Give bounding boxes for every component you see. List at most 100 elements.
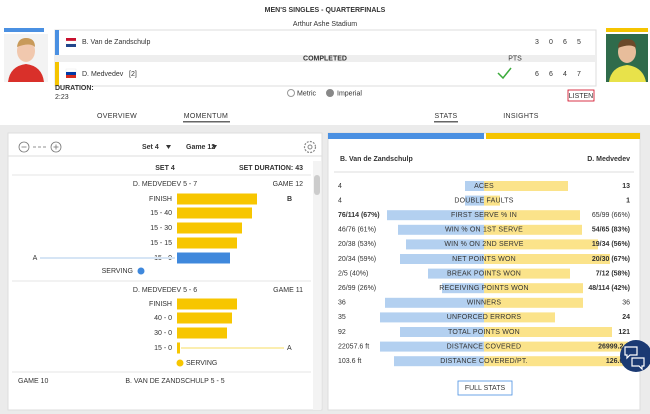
listen-button[interactable] [567, 89, 595, 102]
listen-label[interactable]: LISTEN [569, 93, 594, 100]
momentum-bar [177, 193, 257, 205]
pts-label: PTS [508, 55, 522, 62]
stat-label: DISTANCE COVERED [447, 343, 522, 350]
set-select[interactable]: Set 4 [142, 144, 159, 151]
stat-label: BREAK POINTS WON [447, 270, 521, 277]
stat-right: 7/12 (58%) [596, 270, 630, 277]
stat-bar-left [428, 268, 484, 279]
point-marker: B [287, 196, 292, 203]
momentum-bar [177, 237, 237, 249]
stat-right: 48/114 (42%) [588, 285, 630, 292]
game-title: D. MEDVEDEV 5 - 7 [133, 181, 197, 188]
momentum-panel [7, 132, 323, 411]
player-accent [55, 30, 59, 55]
stat-bar-right [484, 283, 583, 294]
point-score: 15 - 30 [150, 225, 172, 232]
page-title: MEN'S SINGLES - QUARTERFINALS [265, 7, 386, 14]
point-score: 15 - 0 [154, 345, 172, 352]
stat-right: 1 [626, 197, 630, 204]
stat-right: 36 [622, 300, 630, 307]
stat-bar-left [398, 224, 484, 235]
player-photo [4, 34, 48, 82]
stat-label: RECEIVING POINTS WON [439, 285, 529, 292]
stat-left: 35 [338, 314, 346, 321]
dropdown-arrow[interactable] [212, 145, 217, 149]
game-select[interactable]: Game 12 [186, 144, 215, 151]
unit-option[interactable]: Imperial [337, 90, 362, 97]
stat-right: 54/65 (83%) [592, 227, 630, 234]
full-stats-label[interactable]: FULL STATS [465, 385, 506, 392]
stat-label: DISTANCE COVERED/PT. [440, 358, 528, 365]
stat-bar-left [380, 312, 484, 323]
duration-value: 2:23 [55, 94, 69, 101]
stat-left: 103.6 ft [338, 358, 361, 365]
point-score: FINISH [149, 196, 172, 203]
chat-icon [624, 346, 645, 371]
set-score: 6 [563, 39, 567, 46]
player-color-bar [328, 133, 484, 139]
zoom-controls[interactable] [18, 141, 62, 153]
game-number: GAME 11 [273, 287, 303, 294]
stat-bar-left [465, 181, 484, 191]
tab[interactable]: MOMENTUM [184, 113, 228, 120]
stat-label: WIN % ON 2ND SERVE [444, 241, 523, 248]
stat-bar-right [484, 210, 580, 221]
stat-left: 2/5 (40%) [338, 270, 368, 277]
point-score: 30 - 0 [154, 330, 172, 337]
player-name: D. Medvedev [82, 71, 124, 78]
scoreboard-strip [55, 55, 596, 62]
stat-right: 19/34 (56%) [592, 241, 630, 248]
point-marker: A [287, 345, 292, 352]
point-score: 15 - 40 [150, 210, 172, 217]
player-photo [606, 34, 648, 82]
stat-bar-right [484, 254, 610, 264]
radio-imperial[interactable] [326, 89, 334, 97]
stat-bar-left [400, 254, 484, 264]
point-score: FINISH [149, 301, 172, 308]
stat-left: 4 [338, 183, 342, 190]
point-score: 15 - 15 [150, 240, 172, 247]
stats-player: D. Medvedev [587, 156, 630, 163]
radio-metric[interactable] [287, 89, 295, 97]
stat-label: FIRST SERVE % IN [451, 212, 517, 219]
serving-label: SERVING [102, 268, 133, 275]
stat-right: 26999.2 ft [598, 343, 631, 350]
chat-button[interactable] [620, 340, 650, 372]
stat-left: 4 [338, 197, 342, 204]
tab[interactable]: STATS [434, 113, 457, 120]
set-score: 3 [535, 39, 539, 46]
player-accent [55, 62, 59, 86]
tab[interactable]: INSIGHTS [503, 113, 538, 120]
stat-left: 36 [338, 300, 346, 307]
momentum-bar [177, 298, 237, 310]
stat-bar-left [380, 341, 484, 352]
stat-bar-right [484, 327, 612, 337]
stat-bar-left [387, 210, 484, 221]
scrollbar[interactable] [313, 161, 321, 410]
stat-right: 24 [622, 314, 630, 321]
stat-bar-right [484, 312, 555, 323]
tab[interactable]: OVERVIEW [97, 113, 137, 120]
stat-left: 26/99 (26%) [338, 285, 376, 292]
stat-right: 126.6 ft [606, 358, 631, 365]
stat-label: DOUBLE FAULTS [454, 197, 513, 204]
momentum-bar [177, 342, 180, 354]
stat-bar-right [484, 181, 568, 191]
venue: Arthur Ashe Stadium [293, 21, 357, 28]
stat-label: TOTAL POINTS WON [448, 329, 520, 336]
scroll-thumb[interactable] [314, 175, 320, 195]
dropdown-arrow[interactable] [166, 145, 171, 149]
unit-option[interactable]: Metric [297, 90, 317, 97]
full-stats-button[interactable] [457, 380, 513, 396]
match-status: COMPLETED [303, 55, 347, 62]
flag-nl [65, 38, 77, 47]
set-score: 5 [577, 39, 581, 46]
stat-bar-right [484, 341, 628, 352]
set-score: 6 [535, 71, 539, 78]
set-score: 0 [549, 39, 553, 46]
stat-left: 22057.6 ft [338, 343, 369, 350]
set-score: 4 [563, 71, 567, 78]
serving-label: SERVING [186, 360, 217, 367]
settings-icon[interactable] [303, 140, 317, 154]
